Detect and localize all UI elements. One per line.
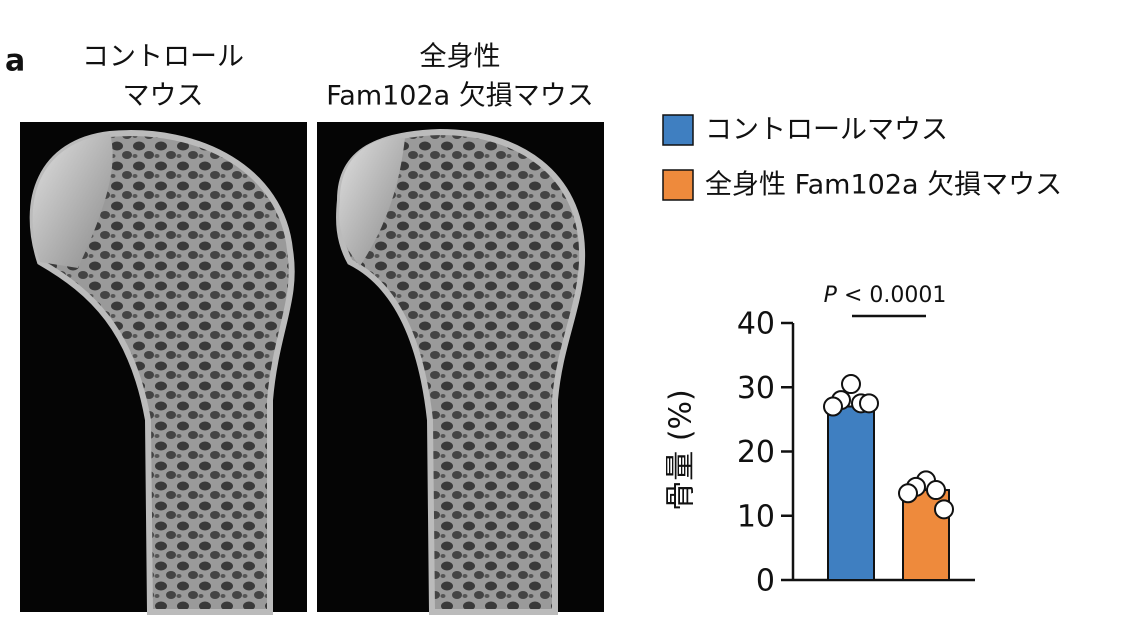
legend-label: 全身性 Fam102a 欠損マウス xyxy=(705,170,1062,201)
annotation-text: < 0.0001 xyxy=(844,283,946,308)
y-tick-label: 10 xyxy=(737,499,775,534)
caption: 全身性 xyxy=(420,42,501,73)
y-tick-label: 20 xyxy=(737,435,775,470)
y-axis-label: 骨量 (%) xyxy=(664,389,699,510)
data-point xyxy=(823,396,843,417)
legend-swatch xyxy=(662,169,694,201)
caption: マウス xyxy=(123,81,204,112)
caption: コントロール xyxy=(82,42,244,73)
legend-label: コントロールマウス xyxy=(705,115,948,146)
data-point xyxy=(859,393,879,414)
image-left xyxy=(20,122,307,615)
y-tick-label: 40 xyxy=(737,307,775,342)
data-point xyxy=(934,499,954,520)
caption: Fam102a 欠損マウス xyxy=(326,81,594,112)
bar xyxy=(902,489,950,581)
panel-label: a xyxy=(5,44,25,79)
y-tick-label: 30 xyxy=(737,371,775,406)
image-right xyxy=(317,122,604,615)
bar xyxy=(827,405,875,581)
legend-swatch xyxy=(662,114,694,146)
annotation: P < 0.0001 xyxy=(824,283,947,308)
data-point xyxy=(898,483,918,504)
y-tick-label: 0 xyxy=(756,564,775,599)
annotation-italic: P xyxy=(824,283,838,308)
data-point xyxy=(926,480,946,501)
data-point xyxy=(841,374,861,395)
